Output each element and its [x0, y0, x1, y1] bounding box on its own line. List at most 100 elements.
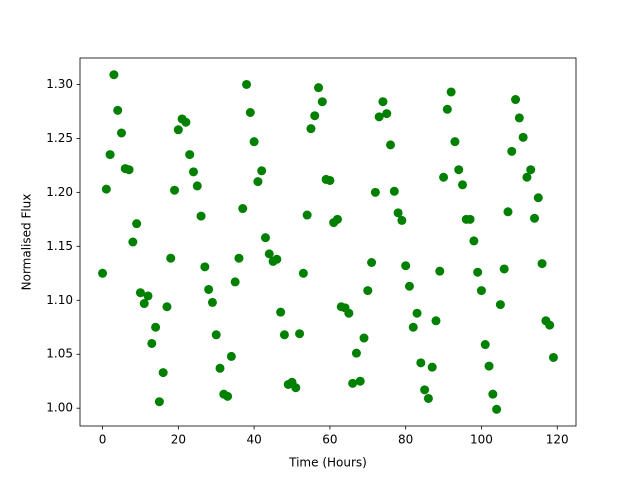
point	[101, 184, 111, 194]
point	[416, 358, 426, 368]
point	[317, 97, 327, 107]
point	[332, 214, 342, 224]
point	[249, 137, 259, 147]
x-tick-label: 80	[398, 433, 413, 447]
point	[162, 302, 172, 312]
point	[272, 254, 282, 264]
point	[310, 111, 320, 121]
point	[291, 383, 301, 393]
point	[211, 330, 221, 340]
y-tick-label: 1.20	[46, 185, 73, 199]
point	[98, 268, 108, 278]
point	[113, 105, 123, 115]
point	[446, 87, 456, 97]
point	[382, 109, 392, 119]
point	[166, 253, 176, 263]
point	[526, 165, 536, 175]
point	[135, 288, 145, 298]
point	[344, 308, 354, 318]
point	[215, 363, 225, 373]
x-tick-label: 100	[470, 433, 493, 447]
point	[442, 104, 452, 114]
point	[181, 117, 191, 127]
point	[192, 181, 202, 191]
point	[522, 172, 532, 182]
point	[435, 266, 445, 276]
point	[279, 330, 289, 340]
point	[276, 307, 286, 317]
point	[533, 193, 543, 203]
point	[200, 262, 210, 272]
point	[245, 107, 255, 117]
point	[147, 338, 157, 348]
point	[295, 329, 305, 339]
x-tick-label: 60	[322, 433, 337, 447]
point	[458, 180, 468, 190]
x-tick-label: 20	[171, 433, 186, 447]
point	[401, 261, 411, 271]
point	[389, 186, 399, 196]
point	[465, 214, 475, 224]
point	[253, 177, 263, 187]
point	[511, 95, 521, 105]
point	[469, 236, 479, 246]
point	[158, 368, 168, 378]
point	[260, 233, 270, 243]
point	[207, 297, 217, 307]
point	[359, 333, 369, 343]
point	[370, 187, 380, 197]
point	[530, 213, 540, 223]
point	[431, 316, 441, 326]
point	[507, 146, 517, 156]
point	[420, 385, 430, 395]
point	[116, 128, 126, 138]
point	[143, 291, 153, 301]
point	[257, 166, 267, 176]
point	[226, 351, 236, 361]
point	[454, 165, 464, 175]
point	[302, 210, 312, 220]
y-tick-label: 1.05	[46, 347, 73, 361]
point	[439, 172, 449, 182]
point	[348, 378, 358, 388]
point	[230, 277, 240, 287]
y-tick-label: 1.25	[46, 131, 73, 145]
point	[548, 352, 558, 362]
y-axis-label: Normalised Flux	[20, 194, 34, 291]
point	[264, 249, 274, 259]
point	[188, 167, 198, 177]
point	[412, 308, 422, 318]
point	[423, 393, 433, 403]
point	[173, 125, 183, 135]
y-tick-label: 1.30	[46, 77, 73, 91]
x-tick-label: 40	[246, 433, 261, 447]
point	[545, 320, 555, 330]
point	[473, 267, 483, 277]
point	[105, 150, 115, 160]
point	[492, 404, 502, 414]
point	[325, 175, 335, 185]
point	[298, 268, 308, 278]
y-tick-label: 1.00	[46, 401, 73, 415]
point	[367, 258, 377, 268]
point	[139, 299, 149, 309]
point	[363, 286, 373, 296]
point	[427, 362, 437, 372]
point	[386, 140, 396, 150]
point	[124, 165, 134, 175]
point	[132, 219, 142, 229]
point	[223, 391, 233, 401]
y-tick-label: 1.15	[46, 239, 73, 253]
point	[503, 207, 513, 217]
point	[499, 264, 509, 274]
plot-frame	[79, 57, 577, 427]
point	[404, 281, 414, 291]
point	[196, 211, 206, 221]
point	[378, 97, 388, 107]
point	[185, 150, 195, 160]
point	[204, 284, 214, 294]
point	[480, 340, 490, 350]
point	[355, 376, 365, 386]
